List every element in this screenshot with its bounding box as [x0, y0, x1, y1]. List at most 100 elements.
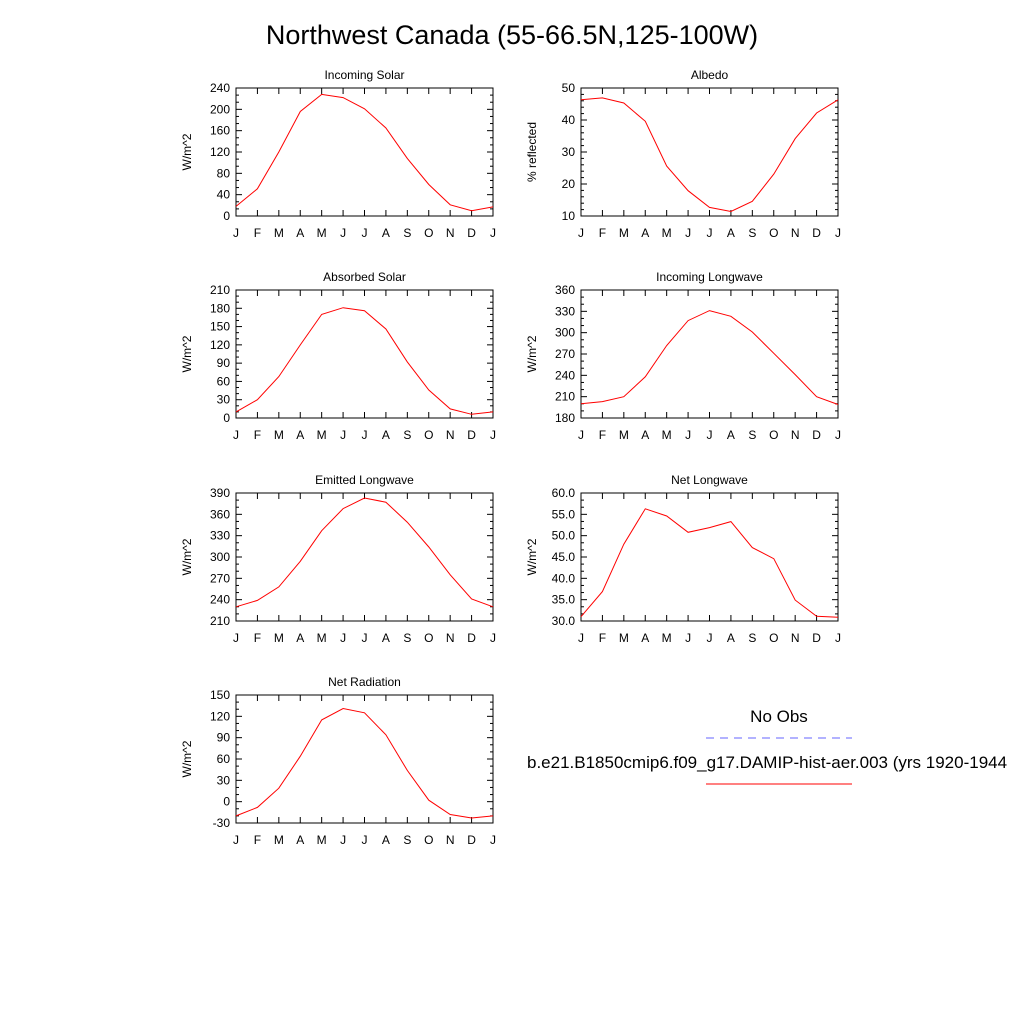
x-tick-label: J	[835, 226, 841, 240]
x-tick-label: J	[340, 833, 346, 847]
x-tick-label: J	[490, 428, 496, 442]
y-axis-label: % reflected	[525, 122, 539, 182]
x-tick-label: N	[446, 631, 455, 645]
series-line	[235, 93, 494, 212]
y-tick-label: 210	[210, 283, 230, 297]
x-tick-label: S	[748, 226, 756, 240]
y-tick-label: 90	[217, 731, 231, 745]
x-tick-label: J	[707, 631, 713, 645]
x-tick-label: A	[382, 226, 390, 240]
y-tick-label: 160	[210, 124, 230, 138]
x-tick-label: D	[812, 631, 821, 645]
x-tick-label: N	[791, 428, 800, 442]
y-axis-label: W/m^2	[180, 740, 194, 777]
y-tick-label: 50.0	[552, 529, 576, 543]
x-tick-label: A	[727, 428, 735, 442]
x-tick-label: F	[254, 631, 261, 645]
y-tick-label: 90	[217, 356, 231, 370]
y-tick-label: 30.0	[552, 614, 576, 628]
legend: No Obs b.e21.B1850cmip6.f09_g17.DAMIP-hi…	[527, 707, 1007, 785]
y-tick-label: 30	[217, 773, 231, 787]
y-tick-label: 80	[217, 166, 231, 180]
x-tick-label: J	[340, 428, 346, 442]
x-tick-label: J	[707, 428, 713, 442]
x-tick-label: D	[812, 226, 821, 240]
panel-frame	[235, 694, 494, 824]
x-tick-label: F	[599, 428, 606, 442]
y-tick-label: 30	[217, 393, 231, 407]
x-tick-label: N	[791, 631, 800, 645]
y-tick-label: 120	[210, 145, 230, 159]
x-tick-label: M	[662, 428, 672, 442]
series-line	[235, 497, 494, 608]
x-tick-label: M	[619, 631, 629, 645]
y-tick-label: 55.0	[552, 507, 576, 521]
x-tick-label: A	[296, 631, 304, 645]
x-tick-label: N	[791, 226, 800, 240]
panel-frame	[580, 289, 839, 419]
x-tick-label: N	[446, 428, 455, 442]
y-tick-label: 180	[210, 301, 230, 315]
y-tick-label: 180	[555, 411, 575, 425]
x-tick-label: J	[685, 631, 691, 645]
x-tick-label: M	[274, 428, 284, 442]
panel-frame	[580, 87, 839, 217]
x-tick-label: A	[296, 226, 304, 240]
x-tick-label: O	[769, 428, 778, 442]
y-tick-label: 20	[562, 177, 576, 191]
y-tick-label: 0	[223, 411, 230, 425]
x-tick-label: S	[748, 631, 756, 645]
x-tick-label: D	[467, 428, 476, 442]
y-tick-label: 330	[555, 304, 575, 318]
x-tick-label: F	[254, 428, 261, 442]
x-tick-label: A	[296, 833, 304, 847]
series-line	[580, 97, 839, 213]
y-tick-label: 300	[555, 326, 575, 340]
y-axis-label: W/m^2	[180, 133, 194, 170]
x-tick-label: J	[233, 631, 239, 645]
y-tick-label: 45.0	[552, 550, 576, 564]
y-tick-label: 360	[555, 283, 575, 297]
panel-title: Absorbed Solar	[323, 270, 406, 284]
x-tick-label: O	[769, 631, 778, 645]
panel-title: Emitted Longwave	[315, 473, 414, 487]
x-tick-label: J	[233, 428, 239, 442]
x-tick-label: N	[446, 833, 455, 847]
y-axis-label: W/m^2	[180, 538, 194, 575]
x-tick-label: A	[641, 226, 649, 240]
x-tick-label: J	[490, 833, 496, 847]
y-tick-label: 0	[223, 795, 230, 809]
x-tick-label: D	[467, 631, 476, 645]
x-tick-label: D	[467, 833, 476, 847]
x-tick-label: S	[403, 833, 411, 847]
y-axis-label: W/m^2	[525, 335, 539, 372]
y-tick-label: 60	[217, 752, 231, 766]
y-axis-label: W/m^2	[180, 335, 194, 372]
y-tick-label: 210	[555, 390, 575, 404]
x-tick-label: M	[662, 631, 672, 645]
x-tick-label: O	[424, 428, 433, 442]
x-tick-label: F	[254, 226, 261, 240]
x-tick-label: J	[578, 428, 584, 442]
panel-frame	[235, 87, 494, 217]
x-tick-label: D	[812, 428, 821, 442]
x-tick-label: A	[727, 226, 735, 240]
x-tick-label: N	[446, 226, 455, 240]
x-tick-label: M	[274, 226, 284, 240]
x-tick-label: J	[707, 226, 713, 240]
x-tick-label: M	[317, 833, 327, 847]
x-tick-label: M	[662, 226, 672, 240]
y-tick-label: 60	[217, 374, 231, 388]
y-tick-label: 240	[555, 368, 575, 382]
y-tick-label: 300	[210, 550, 230, 564]
y-tick-label: 390	[210, 486, 230, 500]
panel-title: Incoming Solar	[324, 68, 404, 82]
panel-frame	[235, 492, 494, 622]
